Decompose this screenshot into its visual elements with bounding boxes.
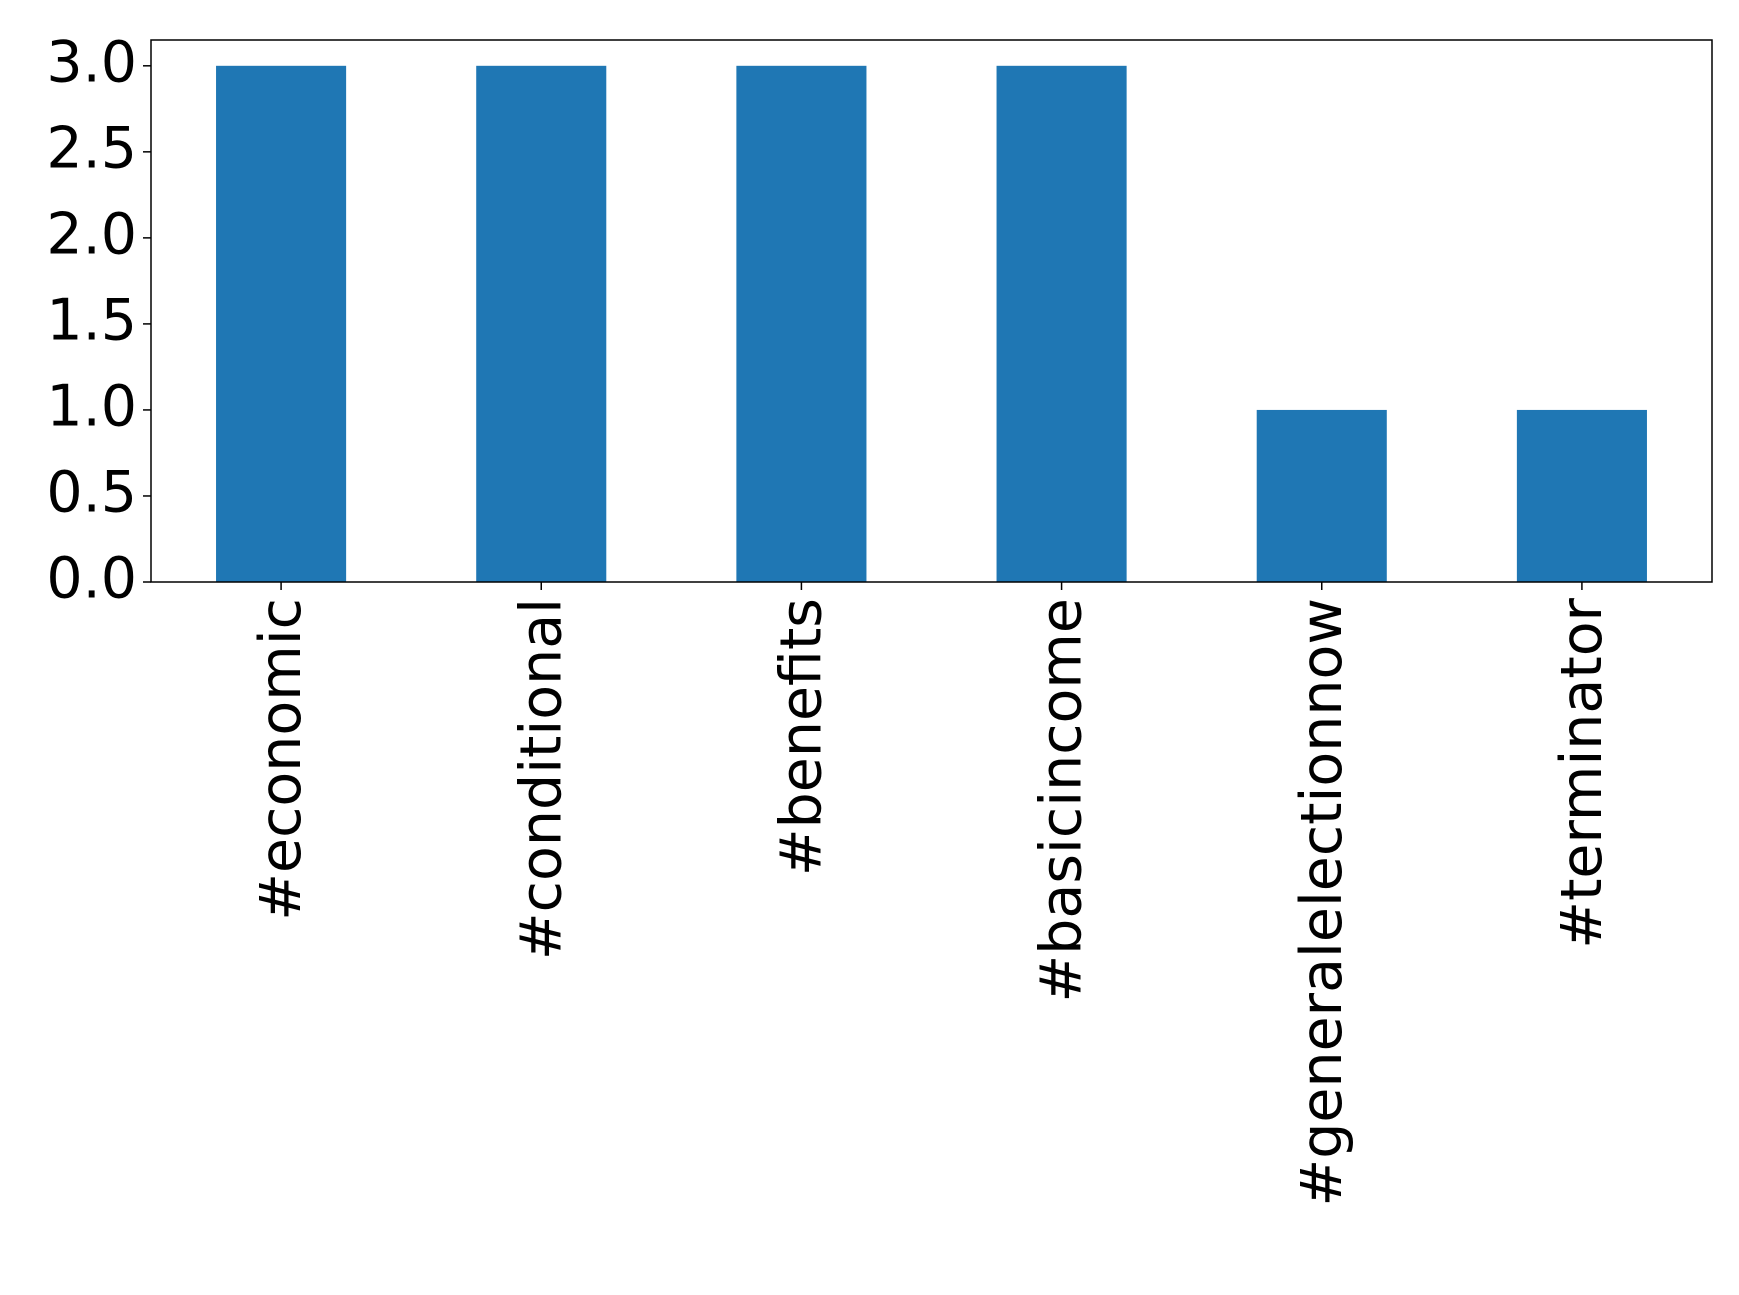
bar: [216, 65, 347, 583]
x-tick-label: #benefits: [768, 598, 834, 876]
bar: [1516, 409, 1647, 582]
x-tick-label: #generalelectionnow: [1289, 598, 1355, 1207]
y-tick-label: 1.5: [46, 288, 137, 354]
bar: [476, 65, 607, 583]
bar: [1256, 409, 1387, 582]
y-tick-label: 0.5: [46, 460, 137, 526]
plot-frame: [150, 39, 1713, 583]
y-tick-label: 2.5: [46, 115, 137, 181]
x-tick-label: #basicincome: [1029, 598, 1095, 1003]
bar: [736, 65, 867, 583]
y-tick-label: 0.0: [46, 546, 137, 612]
x-tick-label: #terminator: [1549, 597, 1615, 948]
x-tick-label: #economic: [248, 598, 314, 921]
y-tick-label: 2.0: [46, 201, 137, 267]
y-tick-label: 1.0: [46, 374, 137, 440]
bar: [996, 65, 1127, 583]
y-tick-label: 3.0: [46, 29, 137, 95]
x-tick-label: #conditional: [508, 598, 574, 960]
